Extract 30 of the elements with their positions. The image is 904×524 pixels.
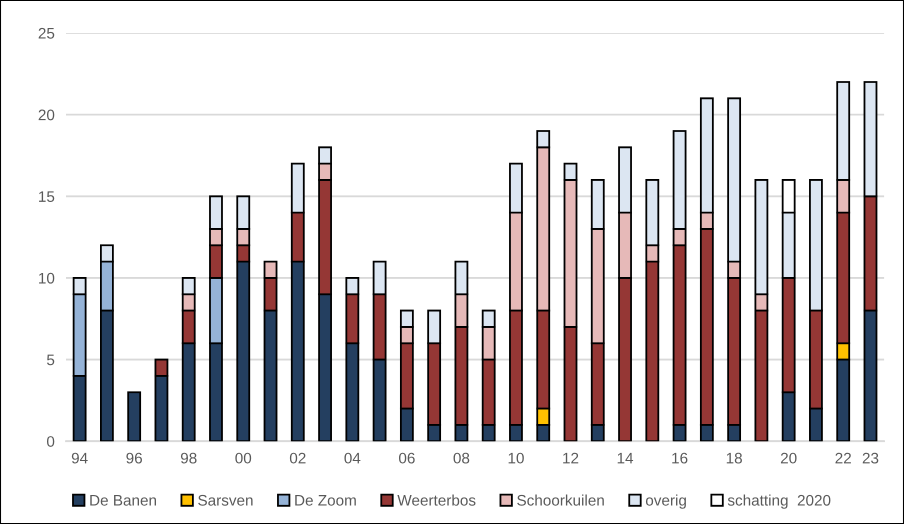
legend-label: overig: [646, 494, 686, 509]
y-tick-label: 5: [46, 354, 54, 366]
x-tick-label: 20: [780, 452, 797, 464]
x-tick-label: 96: [126, 452, 142, 464]
legend-label: Sarsven: [198, 494, 253, 506]
y-tick-label: 10: [39, 272, 54, 284]
legend-label: schatting 2020: [728, 494, 830, 509]
x-tick-label: 02: [290, 452, 306, 464]
legend-label: Weerterbos: [397, 494, 476, 506]
x-tick-label: 06: [398, 452, 415, 464]
y-tick-label: 15: [39, 191, 54, 202]
y-tick-label: 25: [38, 28, 54, 39]
y-tick-label: 0: [46, 436, 54, 447]
x-tick-label: 98: [180, 452, 197, 464]
x-tick-label: 16: [672, 452, 688, 464]
x-tick-label: 08: [454, 452, 470, 464]
bar: [127, 391, 142, 442]
x-tick-label: 94: [72, 452, 88, 464]
y-tick-label: 20: [38, 110, 54, 120]
x-tick-label: 23: [862, 452, 878, 464]
x-tick-label: 22: [835, 452, 851, 464]
x-tick-label: 18: [726, 452, 742, 464]
x-tick-label: 14: [618, 452, 634, 464]
legend-label: De Zoom: [295, 495, 356, 506]
legend-label: De Banen: [90, 495, 156, 506]
legend-label: Schoorkuilen: [517, 494, 604, 506]
x-tick-label: 12: [563, 452, 578, 464]
x-tick-label: 04: [344, 452, 360, 464]
x-tick-label: 10: [508, 452, 524, 464]
x-tick-label: 00: [235, 452, 252, 464]
